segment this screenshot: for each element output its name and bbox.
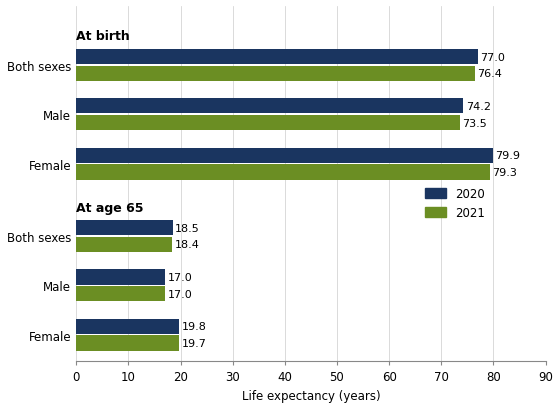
Text: 18.4: 18.4 [175, 240, 199, 250]
Text: 79.3: 79.3 [492, 168, 517, 178]
Bar [76, 319, 179, 334]
Text: 19.8: 19.8 [182, 321, 207, 331]
Text: 74.2: 74.2 [466, 101, 491, 112]
Bar [76, 50, 478, 65]
Bar [76, 99, 463, 114]
Bar [76, 165, 490, 180]
Bar [76, 237, 172, 252]
Text: 79.9: 79.9 [496, 151, 521, 161]
Bar [76, 116, 460, 131]
Bar [76, 220, 172, 236]
Bar [76, 148, 493, 163]
Text: 18.5: 18.5 [175, 223, 200, 233]
Bar [76, 286, 165, 301]
Text: 17.0: 17.0 [167, 272, 192, 282]
Bar [76, 67, 475, 82]
Text: 17.0: 17.0 [167, 289, 192, 299]
Bar [76, 336, 179, 351]
Text: At age 65: At age 65 [76, 201, 144, 214]
Text: 76.4: 76.4 [477, 69, 502, 79]
X-axis label: Life expectancy (years): Life expectancy (years) [241, 389, 380, 402]
Legend: 2020, 2021: 2020, 2021 [420, 183, 490, 224]
Text: At birth: At birth [76, 30, 130, 43]
Text: 73.5: 73.5 [462, 118, 487, 128]
Bar [76, 270, 165, 285]
Text: 77.0: 77.0 [480, 52, 505, 63]
Text: 19.7: 19.7 [181, 338, 207, 348]
